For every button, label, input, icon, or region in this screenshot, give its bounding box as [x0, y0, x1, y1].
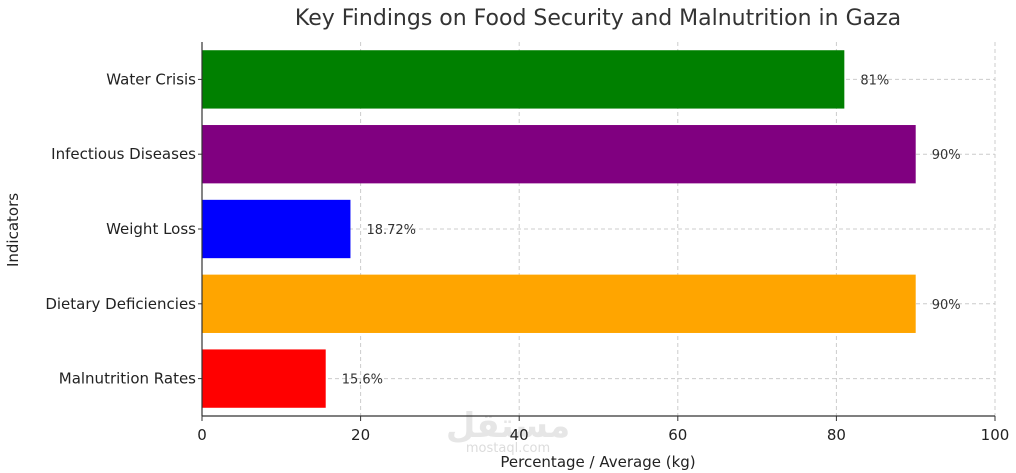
y-categories: Water Crisis Infectious Diseases Weight Lo… [45, 70, 196, 387]
x-axis-label: Percentage / Average (kg) [500, 453, 695, 471]
category-label: Weight Loss [106, 220, 196, 238]
data-label: 18.72% [366, 223, 416, 238]
x-tick-label: 0 [197, 426, 207, 444]
chart-title: Key Findings on Food Security and Malnut… [295, 6, 901, 31]
watermark-text: mostaql.com [466, 441, 550, 456]
data-labels: 81% 90% 18.72% 90% 15.6% [342, 73, 961, 387]
bar [202, 349, 326, 408]
data-label: 90% [932, 148, 961, 163]
bar [202, 125, 916, 184]
bar [202, 50, 845, 109]
category-label: Malnutrition Rates [59, 370, 196, 388]
bar [202, 274, 916, 333]
x-tick-label: 20 [351, 426, 370, 444]
watermark-logo: مستقل [446, 406, 570, 446]
watermark: مستقل mostaql.com [446, 406, 570, 456]
data-label: 81% [860, 73, 889, 88]
category-label: Infectious Diseases [51, 145, 196, 163]
category-label: Dietary Deficiencies [45, 295, 196, 313]
data-label: 90% [932, 298, 961, 313]
x-tick-label: 80 [827, 426, 846, 444]
x-tick-label: 40 [510, 426, 529, 444]
category-label: Water Crisis [106, 70, 196, 88]
x-tick-label: 100 [981, 426, 1010, 444]
data-label: 15.6% [342, 373, 383, 388]
bars [202, 50, 916, 408]
bar [202, 199, 351, 259]
x-ticks: 0 20 40 60 80 100 [197, 78, 1010, 444]
x-tick-label: 60 [668, 426, 687, 444]
y-axis-label: Indicators [4, 193, 22, 267]
